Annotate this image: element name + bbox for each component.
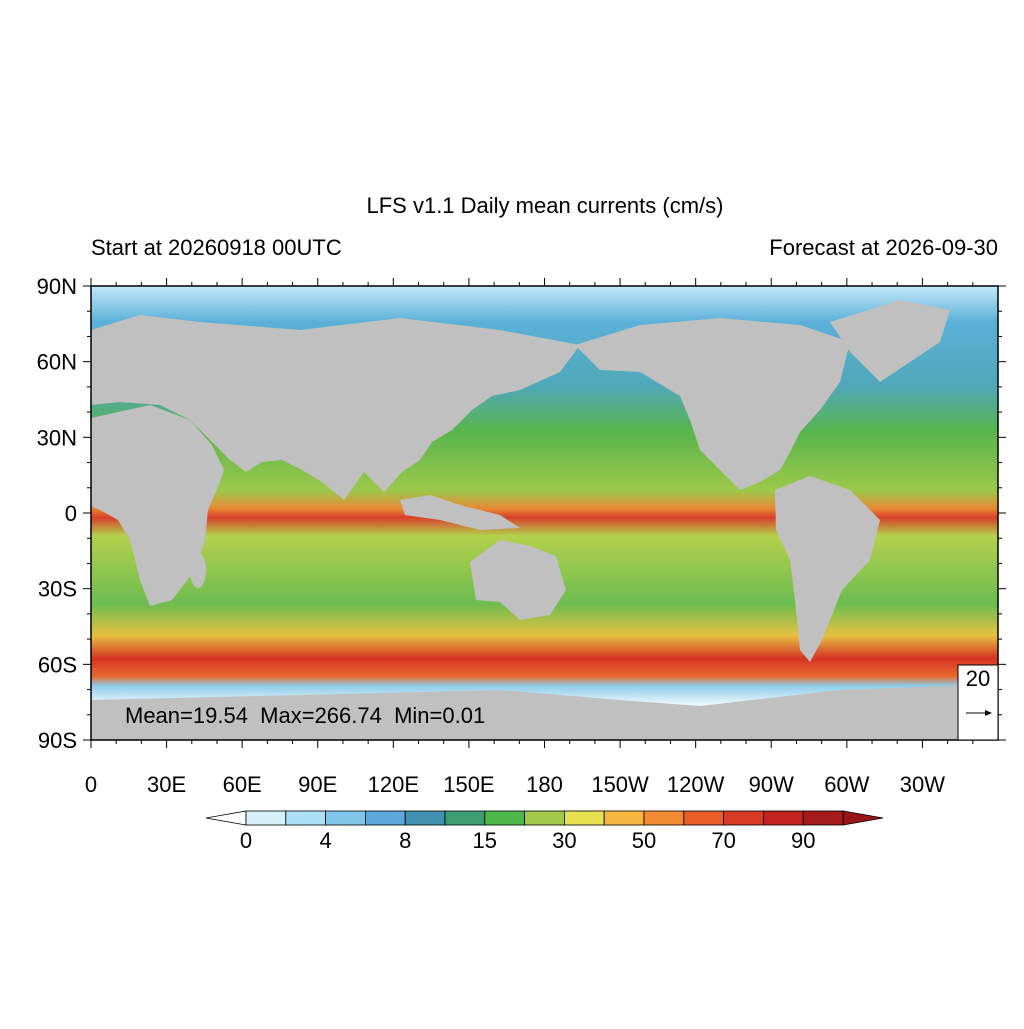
colorbar-box [802, 810, 844, 826]
subtitle-left: Start at 20260918 00UTC [91, 235, 342, 260]
colorbar-label: 15 [473, 828, 497, 853]
lon-label: 120W [667, 772, 725, 797]
greenland [830, 300, 950, 382]
reference-box [957, 664, 999, 741]
colorbar: 0 4 8 15 30 50 70 90 [205, 810, 884, 853]
australia [470, 540, 566, 620]
colorbar-box [364, 810, 406, 826]
colorbar-label: 70 [711, 828, 735, 853]
lon-label: 180 [526, 772, 563, 797]
lat-label: 60S [38, 652, 77, 677]
colorbar-box [285, 810, 326, 826]
colorbar-box [404, 810, 446, 826]
colorbar-box [683, 810, 724, 826]
africa [91, 405, 224, 606]
colorbar-box [245, 810, 287, 826]
south-america [775, 476, 880, 662]
lat-label: 60N [37, 350, 77, 375]
lon-label: 30W [900, 772, 945, 797]
lat-label: 30N [37, 425, 77, 450]
axes: 90N 60N 30N 0 30S 60S 90S 0 30E 60E 90E 120E 150E 180… [37, 274, 1006, 797]
colorbar-box [643, 810, 685, 826]
lon-label: 30E [147, 772, 186, 797]
lon-label: 0 [85, 772, 97, 797]
colorbar-label: 90 [791, 828, 815, 853]
lat-label: 0 [65, 501, 77, 526]
colorbar-label: 8 [399, 828, 411, 853]
title: LFS v1.1 Daily mean currents (cm/s) [367, 193, 724, 218]
colorbar-label: 30 [552, 828, 576, 853]
lat-label: 30S [38, 577, 77, 602]
lon-label: 120E [368, 772, 419, 797]
map-area: Mean=19.54 Max=266.74 Min=0.01 20 [90, 285, 999, 741]
lon-label: 150W [591, 772, 649, 797]
lat-label: 90S [38, 728, 77, 753]
reference-arrow-head [985, 710, 992, 716]
colorbar-box [444, 810, 486, 826]
lon-label: 90W [749, 772, 794, 797]
lon-label: 90E [298, 772, 337, 797]
indonesia [400, 495, 520, 530]
reference-vector-label: 20 [966, 666, 990, 691]
colorbar-label: 50 [632, 828, 656, 853]
madagascar [190, 552, 206, 588]
colorbar-box [564, 810, 605, 826]
colorbar-label: 4 [319, 828, 331, 853]
colorbar-box [325, 810, 366, 826]
lat-label: 90N [37, 274, 77, 299]
colorbar-box [763, 810, 804, 826]
lon-label: 150E [443, 772, 494, 797]
subtitle-right: Forecast at 2026-09-30 [769, 235, 998, 260]
colorbar-box [484, 810, 525, 826]
colorbar-label: 0 [240, 828, 252, 853]
colorbar-box [524, 810, 565, 826]
eurasia [91, 315, 580, 500]
colorbar-box [603, 810, 645, 826]
colorbar-over [842, 810, 884, 826]
antarctica [91, 684, 998, 740]
colorbar-box [723, 810, 764, 826]
north-america [575, 318, 850, 490]
lon-label: 60W [824, 772, 869, 797]
lon-label: 60E [223, 772, 262, 797]
stats: Mean=19.54 Max=266.74 Min=0.01 [125, 703, 485, 728]
colorbar-under [205, 810, 247, 826]
